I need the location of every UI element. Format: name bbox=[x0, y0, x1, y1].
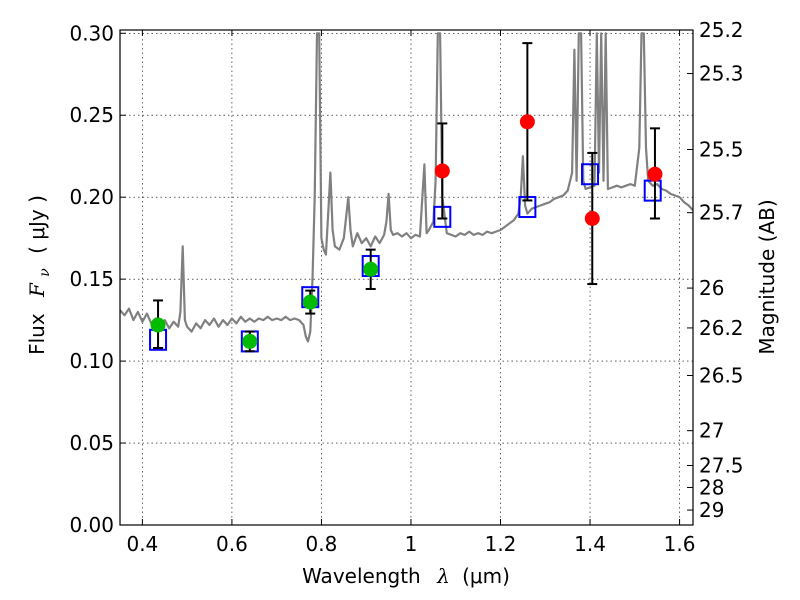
y2-tick-label: 26.5 bbox=[699, 364, 744, 388]
observed-point bbox=[363, 261, 379, 277]
y2-axis-title: Magnitude (AB) bbox=[755, 199, 779, 354]
y-tick-label: 0.00 bbox=[69, 513, 114, 537]
observed-point bbox=[434, 163, 450, 179]
observed-point bbox=[647, 166, 663, 182]
y2-tick-label: 27 bbox=[699, 419, 724, 443]
ticks: 0.4 0.6 0.8 1 1.2 1.4 1.6 0.00 0.05 0.10 0.15 0.20 0… bbox=[69, 18, 743, 556]
y2-tick-label: 25.2 bbox=[699, 18, 744, 42]
y-axis-title-unit: ( μJy ) bbox=[25, 195, 49, 254]
x-tick-label: 0.4 bbox=[126, 532, 158, 556]
y2-tick-label: 27.5 bbox=[699, 453, 744, 477]
x-tick-label: 1.6 bbox=[664, 532, 696, 556]
observed-point bbox=[519, 114, 535, 130]
y-tick-label: 0.15 bbox=[69, 267, 114, 291]
plot-frame bbox=[119, 29, 694, 526]
model-photometry-square bbox=[581, 163, 600, 186]
x-axis-title-symbol: λ bbox=[436, 564, 450, 588]
y-tick-label: 0.10 bbox=[69, 349, 114, 373]
y2-tick-label: 29 bbox=[699, 498, 724, 522]
model-photometry-square bbox=[643, 179, 662, 202]
y-axis-title-symbol: F bbox=[25, 282, 49, 298]
y-tick-label: 0.25 bbox=[69, 103, 114, 127]
y-axis-title-subscript: ν bbox=[37, 268, 53, 277]
x-axis-title-text: Wavelength bbox=[302, 564, 421, 588]
spectrum-line bbox=[120, 32, 693, 343]
y-axis-title: Flux F ν ( μJy ) bbox=[25, 195, 54, 355]
x-tick-label: 1.2 bbox=[485, 532, 517, 556]
x-tick-label: 1 bbox=[405, 532, 418, 556]
y2-tick-label: 26 bbox=[699, 276, 724, 300]
observed-point bbox=[150, 317, 166, 333]
y-tick-label: 0.20 bbox=[69, 185, 114, 209]
x-tick-label: 0.6 bbox=[216, 532, 248, 556]
y2-tick-label: 25.3 bbox=[699, 62, 744, 86]
series-layer bbox=[120, 32, 693, 353]
y2-tick-label: 25.5 bbox=[699, 138, 744, 162]
y2-tick-label: 28 bbox=[699, 475, 724, 499]
x-axis-title-unit: (μm) bbox=[462, 564, 510, 588]
x-tick-label: 0.8 bbox=[306, 532, 338, 556]
x-tick-label: 1.4 bbox=[574, 532, 606, 556]
observed-point bbox=[242, 333, 258, 349]
observed-point bbox=[584, 210, 600, 226]
y2-tick-label: 25.7 bbox=[699, 201, 744, 225]
y-tick-label: 0.05 bbox=[69, 431, 114, 455]
observed-point bbox=[302, 294, 318, 310]
y-axis-title-text: Flux bbox=[25, 313, 49, 355]
x-axis-title: Wavelength λ (μm) bbox=[302, 564, 510, 588]
y2-tick-label: 26.2 bbox=[699, 316, 744, 340]
y-tick-label: 0.30 bbox=[69, 21, 114, 45]
